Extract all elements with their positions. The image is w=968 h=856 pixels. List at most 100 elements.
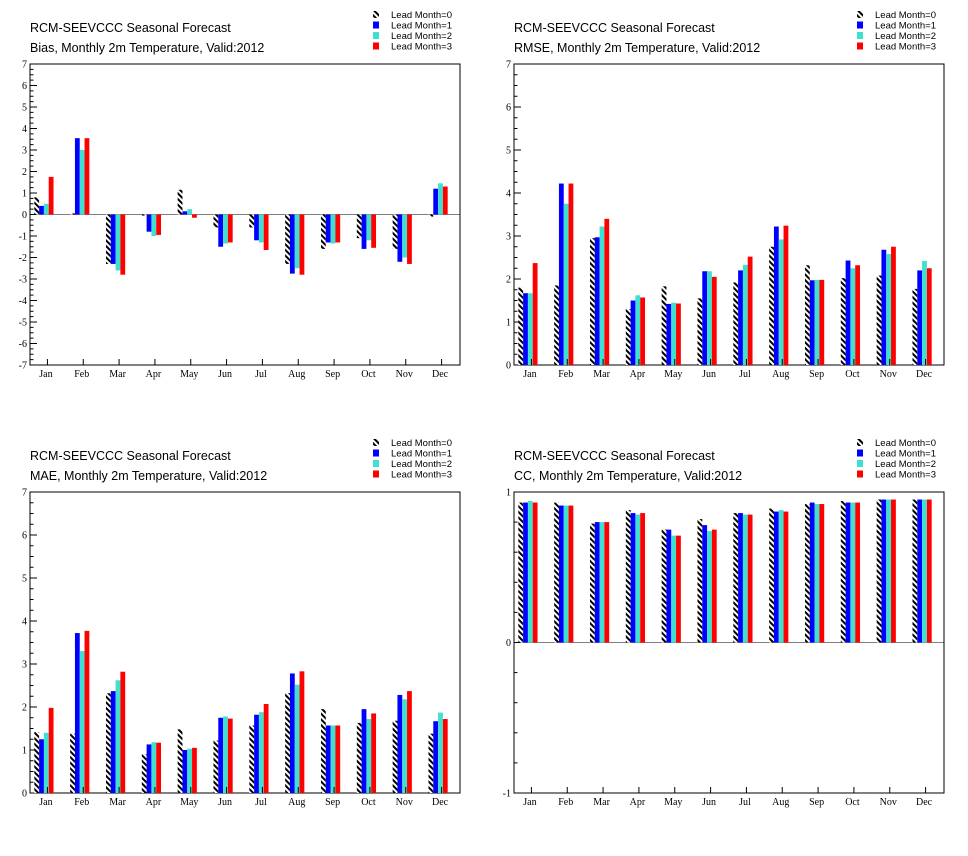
bar-jul-lead-0 xyxy=(249,725,255,793)
bar-jun-lead-0 xyxy=(213,740,219,793)
bar-may-lead-3 xyxy=(676,535,681,643)
bar-jan-lead-1 xyxy=(523,293,528,365)
bar-oct-lead-0 xyxy=(356,214,362,239)
chart-subtitle: CC, Monthly 2m Temperature, Valid:2012 xyxy=(514,469,742,483)
bar-apr-lead-3 xyxy=(156,742,162,793)
bar-jun-lead-3 xyxy=(711,529,717,643)
legend-label-lead-0: Lead Month=0 xyxy=(875,10,936,21)
bar-jun-lead-2 xyxy=(707,531,712,643)
bar-sep-lead-1 xyxy=(325,214,331,243)
bar-mar-lead-3 xyxy=(120,671,126,793)
bar-dec-lead-3 xyxy=(926,268,932,365)
bar-jan-lead-1 xyxy=(523,502,528,643)
x-tick-label-apr: Apr xyxy=(146,369,162,380)
y-tick-label: -5 xyxy=(19,318,27,329)
bar-mar-lead-1 xyxy=(110,691,116,793)
bar-jan-lead-0 xyxy=(518,502,524,643)
y-tick-label: 4 xyxy=(506,189,511,200)
bar-sep-lead-3 xyxy=(335,725,341,793)
legend-swatch-lead-1 xyxy=(373,21,379,29)
bar-aug-lead-1 xyxy=(773,226,779,365)
chart-panel-1: RCM-SEEVCCC Seasonal Forecast Bias, Month… xyxy=(19,10,461,380)
y-tick-label: 5 xyxy=(506,146,511,157)
bar-jul-lead-3 xyxy=(263,214,269,250)
legend-label-lead-3: Lead Month=3 xyxy=(391,42,452,53)
x-tick-label-jul: Jul xyxy=(255,369,267,380)
bar-oct-lead-3 xyxy=(855,502,861,643)
bar-oct-lead-2 xyxy=(366,214,372,241)
bar-nov-lead-0 xyxy=(876,499,882,643)
x-tick-label-jun: Jun xyxy=(702,797,716,808)
x-tick-label-jan: Jan xyxy=(523,797,536,808)
bar-may-lead-1 xyxy=(182,211,188,215)
legend-label-lead-3: Lead Month=3 xyxy=(391,470,452,481)
bar-may-lead-2 xyxy=(187,209,193,215)
bar-jul-lead-2 xyxy=(258,214,264,243)
bar-may-lead-0 xyxy=(177,189,183,215)
x-tick-label-sep: Sep xyxy=(809,797,824,808)
bar-may-lead-2 xyxy=(671,535,677,643)
bar-apr-lead-3 xyxy=(640,513,646,643)
bar-oct-lead-1 xyxy=(361,709,367,793)
bar-jan-lead-3 xyxy=(532,263,538,365)
legend-swatch-lead-0 xyxy=(373,439,379,446)
bar-jan-lead-3 xyxy=(48,707,54,793)
legend-swatch-lead-1 xyxy=(857,21,863,29)
bar-dec-lead-1 xyxy=(433,721,439,793)
y-tick-label: 4 xyxy=(22,124,27,135)
legend-label-lead-0: Lead Month=0 xyxy=(391,438,452,449)
bar-sep-lead-3 xyxy=(819,504,825,643)
bar-jul-lead-1 xyxy=(254,214,259,241)
bar-mar-lead-3 xyxy=(604,522,610,643)
x-tick-label-nov: Nov xyxy=(880,369,897,380)
y-tick-label: 0 xyxy=(506,638,511,649)
y-tick-label: 2 xyxy=(506,275,511,286)
x-tick-label-oct: Oct xyxy=(361,797,376,808)
bar-dec-lead-2 xyxy=(922,260,927,365)
x-tick-label-may: May xyxy=(180,797,198,808)
y-tick-label: 5 xyxy=(22,103,27,114)
bar-mar-lead-1 xyxy=(594,237,600,365)
bar-aug-lead-1 xyxy=(289,214,295,274)
legend-swatch-lead-3 xyxy=(857,470,863,478)
bar-may-lead-0 xyxy=(661,286,667,365)
bar-apr-lead-1 xyxy=(630,513,636,643)
y-tick-label: 7 xyxy=(22,60,27,71)
legend-label-lead-0: Lead Month=0 xyxy=(875,438,936,449)
bar-dec-lead-0 xyxy=(428,214,434,217)
x-tick-label-nov: Nov xyxy=(396,369,413,380)
bar-jul-lead-2 xyxy=(742,264,748,365)
bar-mar-lead-1 xyxy=(110,214,116,264)
bar-jun-lead-1 xyxy=(218,717,224,793)
bar-nov-lead-3 xyxy=(891,246,896,365)
bar-jun-lead-0 xyxy=(697,298,703,365)
bar-feb-lead-3 xyxy=(568,505,574,643)
x-tick-label-dec: Dec xyxy=(916,369,933,380)
legend-label-lead-1: Lead Month=1 xyxy=(875,21,936,32)
bar-jan-lead-1 xyxy=(39,739,44,793)
bar-oct-lead-1 xyxy=(361,214,367,249)
bar-jun-lead-1 xyxy=(702,271,708,365)
chart-title: RCM-SEEVCCC Seasonal Forecast xyxy=(514,21,715,35)
bar-jul-lead-1 xyxy=(738,513,743,643)
y-tick-label: 5 xyxy=(22,574,27,585)
bar-jul-lead-0 xyxy=(733,513,739,643)
bar-sep-lead-3 xyxy=(335,214,341,243)
x-tick-label-apr: Apr xyxy=(146,797,162,808)
bar-may-lead-1 xyxy=(666,303,672,365)
bar-jul-lead-3 xyxy=(747,256,753,365)
bar-nov-lead-2 xyxy=(402,699,408,793)
bar-apr-lead-0 xyxy=(625,510,631,643)
bar-may-lead-3 xyxy=(192,747,197,793)
bar-feb-lead-2 xyxy=(79,651,85,793)
legend-swatch-lead-3 xyxy=(373,42,379,50)
bar-apr-lead-3 xyxy=(640,297,646,365)
bar-feb-lead-3 xyxy=(568,183,574,365)
x-tick-label-sep: Sep xyxy=(325,797,340,808)
bar-nov-lead-0 xyxy=(392,720,398,793)
bar-aug-lead-1 xyxy=(289,673,295,793)
bar-nov-lead-0 xyxy=(392,214,398,249)
bar-jun-lead-2 xyxy=(707,271,712,365)
bar-oct-lead-0 xyxy=(840,278,846,365)
y-tick-label: 3 xyxy=(506,232,511,243)
